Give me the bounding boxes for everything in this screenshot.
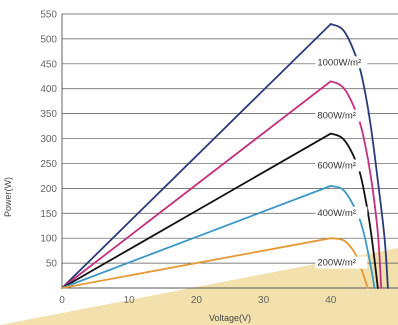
curve-layer bbox=[61, 23, 389, 289]
x-tick-label-40: 40 bbox=[325, 295, 337, 306]
series-label-bg-1 bbox=[315, 56, 368, 69]
y-tick-label-450: 450 bbox=[40, 59, 57, 70]
series-label-3: 600W/m² bbox=[317, 160, 356, 171]
label-layer: 1000W/m² 800W/m² 600W/m² 400W/m² 200W/m² bbox=[315, 56, 368, 269]
y-tick-label-350: 350 bbox=[40, 109, 57, 120]
series-label-5: 200W/m² bbox=[317, 258, 356, 269]
series-label-bg-4 bbox=[315, 206, 368, 219]
series-line-1 bbox=[61, 23, 389, 289]
y-tick-label-400: 400 bbox=[40, 84, 57, 95]
x-tick-label-0: 0 bbox=[59, 295, 65, 306]
series-line-4 bbox=[61, 184, 376, 289]
tick-layer: 50 100 150 200 250 300 350 400 450 500 550 0 10 20 30 4… bbox=[40, 10, 336, 307]
x-tick-label-20: 20 bbox=[191, 295, 203, 306]
y-tick-label-50: 50 bbox=[46, 259, 58, 270]
series-label-bg-2 bbox=[315, 109, 368, 122]
y-axis-title: Power(W) bbox=[3, 177, 13, 217]
y-tick-label-550: 550 bbox=[40, 10, 57, 21]
y-tick-label-150: 150 bbox=[40, 209, 57, 220]
x-tick-label-10: 10 bbox=[124, 295, 136, 306]
series-label-bg-3 bbox=[315, 159, 368, 172]
y-tick-label-200: 200 bbox=[40, 184, 57, 195]
y-tick-label-500: 500 bbox=[40, 34, 57, 45]
series-label-1: 1000W/m² bbox=[317, 57, 361, 68]
decorative-band bbox=[0, 248, 398, 325]
y-tick-label-300: 300 bbox=[40, 134, 57, 145]
x-axis-title: Voltage(V) bbox=[209, 313, 251, 323]
y-tick-label-250: 250 bbox=[40, 159, 57, 170]
series-label-2: 800W/m² bbox=[317, 111, 356, 122]
series-line-5 bbox=[61, 237, 369, 289]
y-tick-label-100: 100 bbox=[40, 234, 57, 245]
series-label-4: 400W/m² bbox=[317, 208, 356, 219]
x-tick-label-30: 30 bbox=[258, 295, 270, 306]
grid-layer bbox=[61, 13, 398, 289]
series-label-bg-5 bbox=[315, 256, 368, 269]
series-line-3 bbox=[61, 132, 379, 289]
series-line-2 bbox=[61, 80, 383, 289]
